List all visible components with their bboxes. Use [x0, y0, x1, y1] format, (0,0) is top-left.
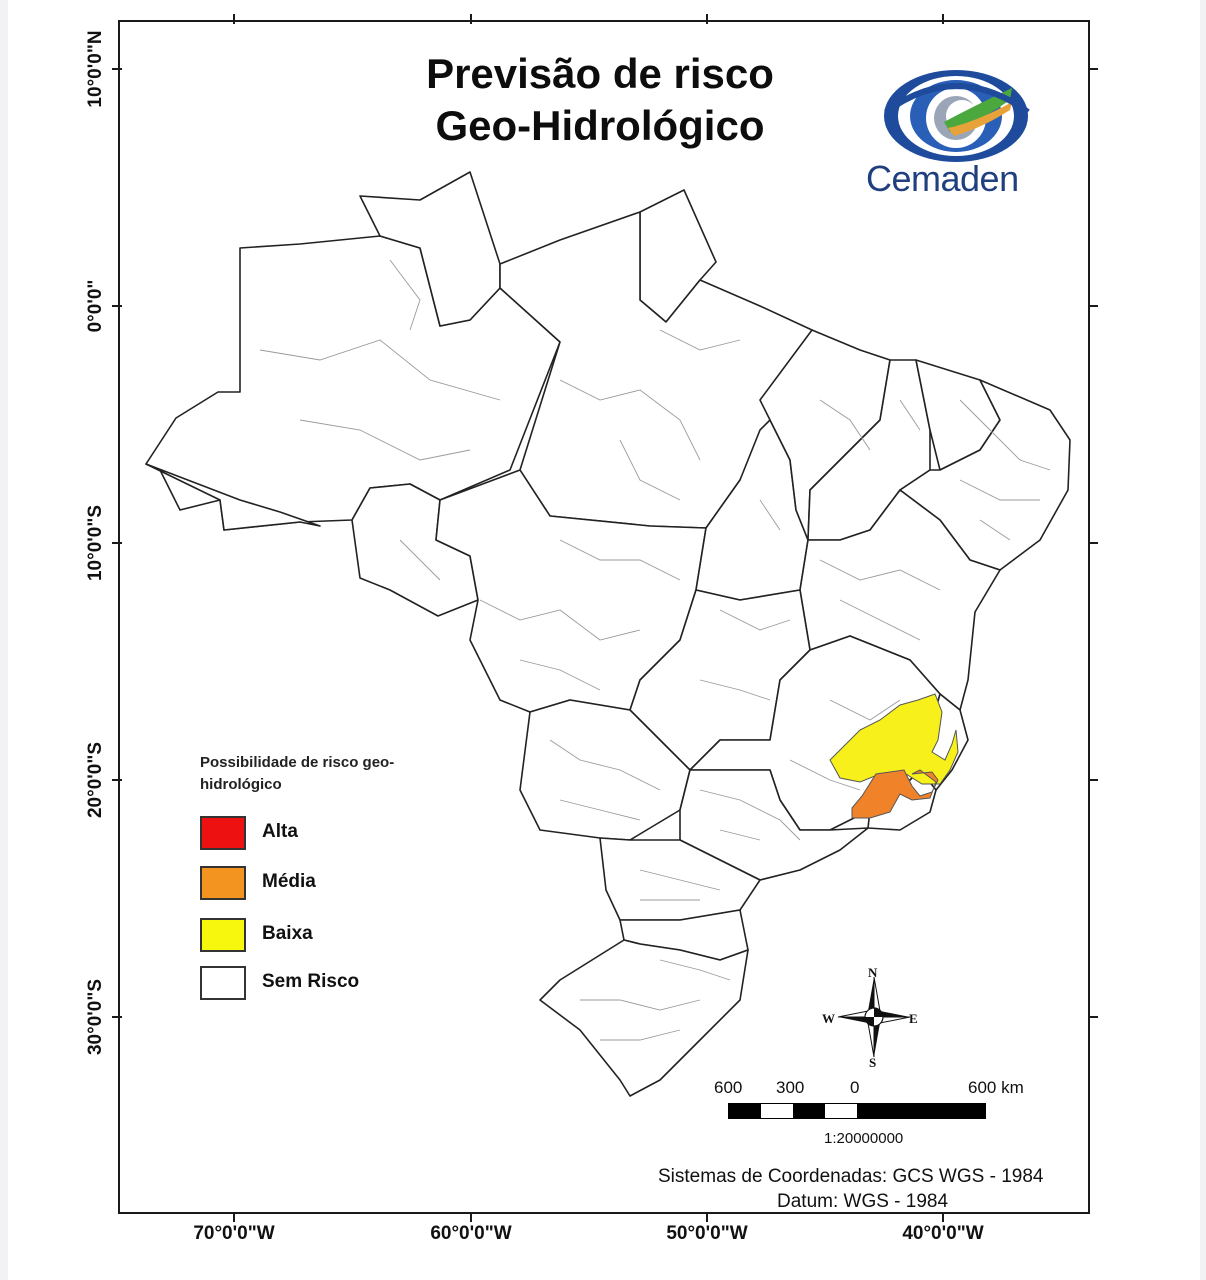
- risk-area-media: [851, 769, 939, 819]
- scale-label: 0: [850, 1078, 860, 1097]
- compass-icon: [837, 976, 911, 1058]
- tick-top-50w: [706, 14, 708, 24]
- tick-bottom-70w: [233, 1212, 235, 1222]
- latitude-label: 0°0'0": [85, 279, 106, 333]
- tick-bottom-60w: [470, 1212, 472, 1222]
- tick-left-0: [112, 305, 122, 307]
- tick-left-10s: [112, 542, 122, 544]
- tick-left-10n: [112, 68, 122, 70]
- legend-label-media: Média: [262, 871, 316, 892]
- compass-east: E: [909, 1011, 918, 1026]
- map-title: Previsão de risco Geo-Hidrológico: [360, 48, 840, 152]
- compass-north: N: [868, 965, 878, 980]
- tick-right-10s: [1088, 542, 1098, 544]
- longitude-label: 40°0'0"W: [902, 1223, 984, 1244]
- tick-right-10n: [1088, 68, 1098, 70]
- map-title-line2: Geo-Hidrológico: [435, 102, 765, 149]
- latitude-label: 20°0'0"S: [85, 741, 106, 819]
- legend-label-sem-risco: Sem Risco: [262, 971, 360, 992]
- tick-top-40w: [942, 14, 944, 24]
- scale-ratio: 1:20000000: [824, 1130, 904, 1147]
- brazil-states: [145, 171, 1071, 1097]
- datum-text: Datum: WGS - 1984: [777, 1191, 949, 1212]
- legend-label-alta: Alta: [262, 821, 298, 842]
- tick-right-0: [1088, 305, 1098, 307]
- scale-label: 600 km: [968, 1078, 1024, 1097]
- longitude-label: 60°0'0"W: [430, 1223, 512, 1244]
- latitude-label: 30°0'0"S: [85, 978, 106, 1056]
- tick-bottom-40w: [942, 1212, 944, 1222]
- scale-bar: [728, 1103, 986, 1119]
- state-parana: [599, 837, 761, 921]
- legend-swatch-sem-risco: [200, 966, 246, 1000]
- brazil-map: [145, 171, 1071, 1097]
- legend-title: Possibilidade de risco geo-hidrológico: [200, 754, 395, 793]
- compass-rose: N S E W: [820, 965, 930, 1070]
- inner-boundaries: [259, 259, 1051, 1041]
- tick-top-70w: [233, 14, 235, 24]
- map-title-line1: Previsão de risco: [426, 50, 774, 97]
- longitude-label: 70°0'0"W: [193, 1223, 275, 1244]
- longitude-label: 50°0'0"W: [666, 1223, 748, 1244]
- legend-swatch-alta: [200, 816, 246, 850]
- scale-segment: [857, 1104, 985, 1118]
- compass-south: S: [869, 1055, 877, 1070]
- state-roraima: [359, 171, 501, 327]
- coordinate-system-text: Sistemas de Coordenadas: GCS WGS - 1984: [658, 1166, 1044, 1187]
- scale-label: 300: [776, 1078, 805, 1097]
- cemaden-logo: [884, 70, 1030, 162]
- legend-swatch-media: [200, 866, 246, 900]
- scale-label: 600: [714, 1078, 743, 1097]
- tick-bottom-50w: [706, 1212, 708, 1222]
- scale-segment: [729, 1104, 761, 1118]
- latitude-label: 10°0'0"N: [85, 30, 106, 108]
- tick-top-60w: [470, 14, 472, 24]
- latitude-label: 10°0'0"S: [85, 504, 106, 582]
- tick-left-30s: [112, 1016, 122, 1018]
- state-rio-grande-do-sul: [539, 939, 749, 1097]
- scale-segment: [825, 1104, 857, 1118]
- logo-text: Cemaden: [866, 158, 1019, 199]
- tick-left-20s: [112, 779, 122, 781]
- scale-segment: [793, 1104, 825, 1118]
- tick-right-20s: [1088, 779, 1098, 781]
- legend-swatch-baixa: [200, 918, 246, 952]
- tick-right-30s: [1088, 1016, 1098, 1018]
- compass-west: W: [822, 1011, 835, 1026]
- scale-segment: [761, 1104, 793, 1118]
- state-acre: [145, 463, 321, 531]
- legend-label-baixa: Baixa: [262, 923, 313, 944]
